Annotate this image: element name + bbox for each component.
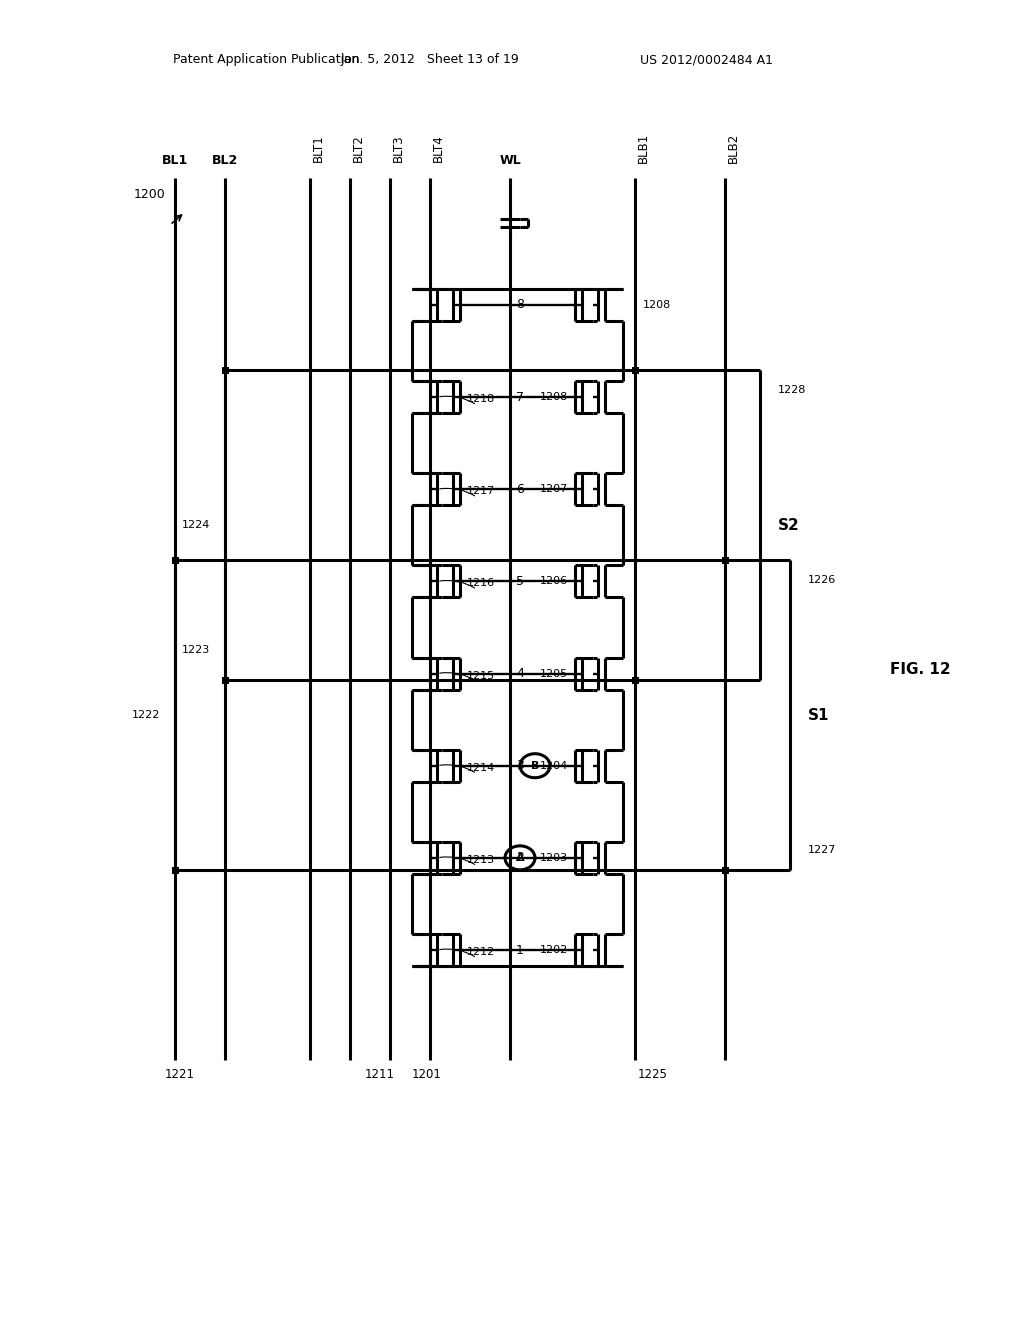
Bar (221, 676, 228, 684)
Text: 1221: 1221 (165, 1068, 195, 1081)
Bar (632, 676, 639, 684)
Text: 1: 1 (516, 944, 524, 957)
Text: BLB1: BLB1 (637, 133, 650, 164)
Text: 8: 8 (516, 298, 524, 312)
Text: 1203: 1203 (540, 853, 568, 863)
Text: S2: S2 (778, 517, 800, 532)
Text: US 2012/0002484 A1: US 2012/0002484 A1 (640, 54, 773, 66)
Text: 6: 6 (516, 483, 524, 496)
Bar (171, 866, 178, 874)
Text: 3: 3 (516, 759, 524, 772)
Text: BLB2: BLB2 (727, 133, 740, 164)
Text: 1224: 1224 (181, 520, 210, 531)
Text: 1207: 1207 (540, 484, 568, 494)
Text: 2: 2 (516, 851, 524, 865)
Text: 1204: 1204 (540, 760, 568, 771)
Text: 1216: 1216 (467, 578, 496, 589)
Bar (722, 557, 728, 564)
Text: 1215: 1215 (467, 671, 496, 681)
Bar (221, 367, 228, 374)
Text: 5: 5 (516, 576, 524, 587)
Text: 1228: 1228 (778, 385, 806, 395)
Text: Jan. 5, 2012   Sheet 13 of 19: Jan. 5, 2012 Sheet 13 of 19 (341, 54, 519, 66)
Text: WL: WL (499, 153, 521, 166)
Text: 1202: 1202 (540, 945, 568, 954)
Text: FIG. 12: FIG. 12 (890, 663, 950, 677)
Text: Patent Application Publication: Patent Application Publication (173, 54, 359, 66)
Text: 4: 4 (516, 667, 524, 680)
Text: 1226: 1226 (808, 576, 837, 585)
Text: 1200: 1200 (133, 189, 165, 202)
Bar (632, 367, 639, 374)
Text: 1208: 1208 (643, 300, 672, 310)
Text: 1227: 1227 (808, 845, 837, 855)
Text: 1218: 1218 (467, 395, 496, 404)
Text: 1208: 1208 (540, 392, 568, 403)
Text: 1206: 1206 (540, 577, 568, 586)
Text: BL1: BL1 (162, 153, 188, 166)
Text: S1: S1 (808, 708, 829, 722)
Text: 1223: 1223 (181, 645, 210, 655)
Text: 7: 7 (516, 391, 524, 404)
Text: BL2: BL2 (212, 153, 239, 166)
Text: 1225: 1225 (638, 1068, 668, 1081)
Text: 1213: 1213 (467, 855, 496, 865)
Text: 1205: 1205 (540, 668, 568, 678)
Text: B: B (530, 760, 540, 771)
Text: 1211: 1211 (365, 1068, 395, 1081)
Text: 1212: 1212 (467, 946, 496, 957)
Text: BLT1: BLT1 (312, 135, 325, 162)
Bar (171, 557, 178, 564)
Text: BLT4: BLT4 (432, 135, 445, 162)
Text: BLT3: BLT3 (392, 135, 406, 162)
Bar (722, 866, 728, 874)
Text: 1201: 1201 (412, 1068, 442, 1081)
Text: 1217: 1217 (467, 486, 496, 496)
Text: 1222: 1222 (132, 710, 160, 719)
Text: BLT2: BLT2 (352, 135, 365, 162)
Text: A: A (516, 853, 524, 863)
Text: 1214: 1214 (467, 763, 496, 772)
